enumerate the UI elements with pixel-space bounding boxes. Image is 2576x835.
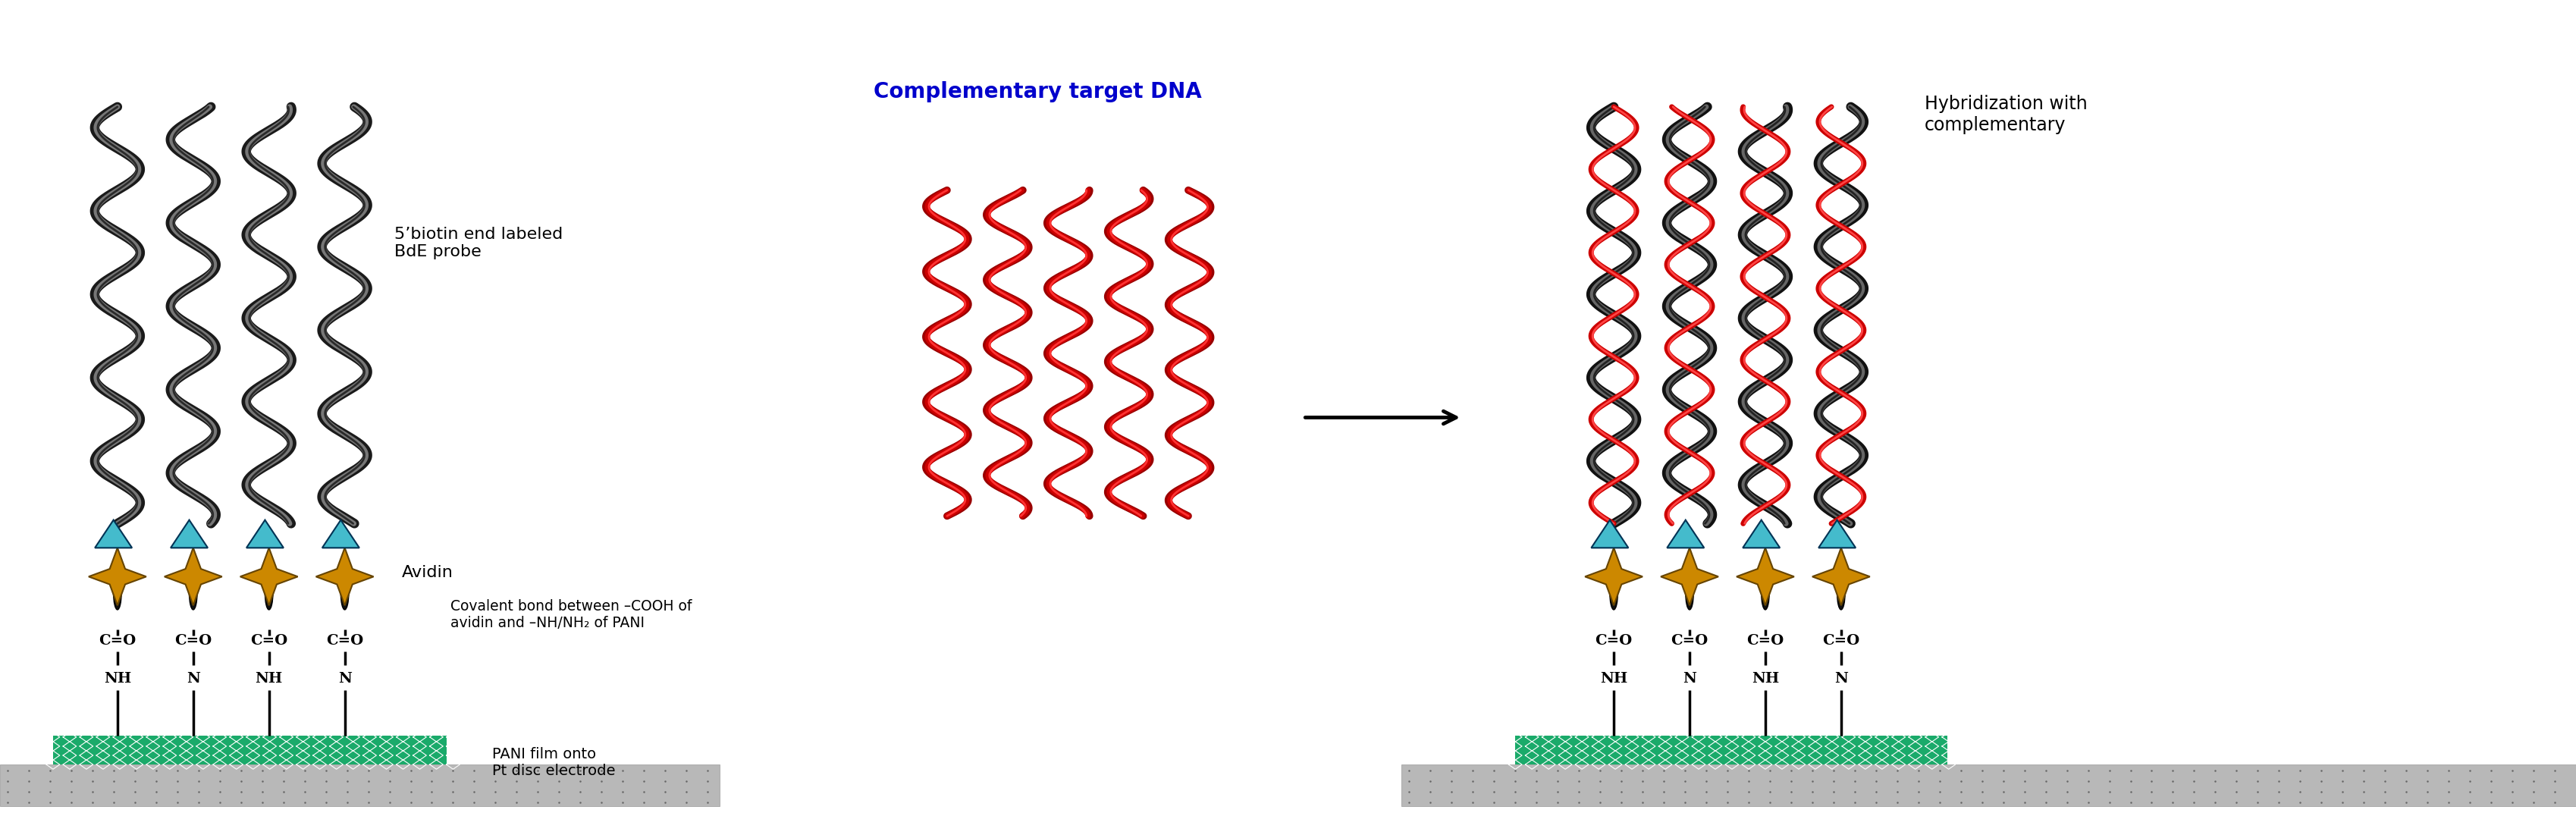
Text: C=O: C=O <box>1821 635 1860 648</box>
Text: N: N <box>185 672 201 686</box>
Text: C=O: C=O <box>250 635 289 648</box>
Polygon shape <box>165 548 222 605</box>
Text: NH: NH <box>255 672 283 686</box>
Bar <box>1515 736 1947 765</box>
Text: NH: NH <box>1600 672 1628 686</box>
Polygon shape <box>88 548 147 605</box>
Polygon shape <box>1662 548 1718 605</box>
Ellipse shape <box>1762 575 1770 610</box>
Polygon shape <box>1819 520 1855 548</box>
Text: Avidin: Avidin <box>402 565 453 580</box>
Text: 5’biotin end labeled
BdE probe: 5’biotin end labeled BdE probe <box>394 227 562 260</box>
Bar <box>1401 765 2576 807</box>
Bar <box>54 736 448 765</box>
Polygon shape <box>317 548 374 605</box>
Bar <box>0 765 719 807</box>
Polygon shape <box>95 520 131 548</box>
Polygon shape <box>1667 520 1705 548</box>
Polygon shape <box>1744 520 1780 548</box>
Text: N: N <box>1682 672 1698 686</box>
Text: Covalent bond between –COOH of
avidin and –NH/NH₂ of PANI: Covalent bond between –COOH of avidin an… <box>451 599 693 630</box>
Text: PANI film onto
Pt disc electrode: PANI film onto Pt disc electrode <box>492 746 616 778</box>
Polygon shape <box>247 520 283 548</box>
Text: C=O: C=O <box>98 635 137 648</box>
Ellipse shape <box>1610 575 1618 610</box>
Ellipse shape <box>1685 575 1692 610</box>
Text: Complementary target DNA: Complementary target DNA <box>873 81 1203 103</box>
Polygon shape <box>1736 548 1793 605</box>
Ellipse shape <box>265 575 273 610</box>
Polygon shape <box>170 520 209 548</box>
Polygon shape <box>1592 520 1628 548</box>
Ellipse shape <box>113 575 121 610</box>
Text: NH: NH <box>103 672 131 686</box>
Text: NH: NH <box>1752 672 1780 686</box>
Text: N: N <box>1834 672 1847 686</box>
Polygon shape <box>1584 548 1643 605</box>
Text: C=O: C=O <box>175 635 211 648</box>
Text: C=O: C=O <box>327 635 363 648</box>
Polygon shape <box>322 520 358 548</box>
Ellipse shape <box>1837 575 1844 610</box>
Polygon shape <box>240 548 299 605</box>
Text: C=O: C=O <box>1747 635 1785 648</box>
Ellipse shape <box>188 575 198 610</box>
Ellipse shape <box>340 575 348 610</box>
Polygon shape <box>1814 548 1870 605</box>
Text: C=O: C=O <box>1672 635 1708 648</box>
Text: N: N <box>337 672 350 686</box>
Text: Hybridization with
complementary: Hybridization with complementary <box>1924 94 2087 134</box>
Text: C=O: C=O <box>1595 635 1633 648</box>
